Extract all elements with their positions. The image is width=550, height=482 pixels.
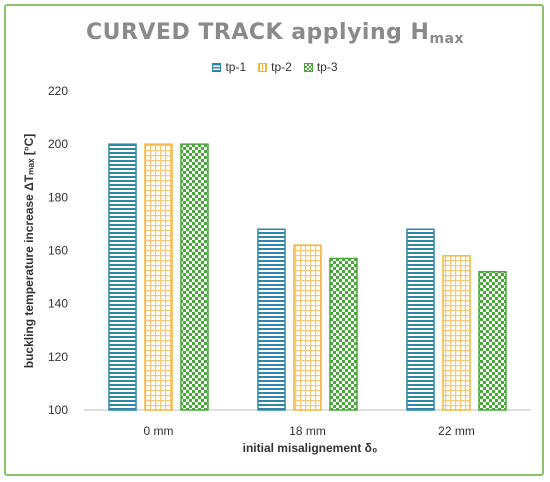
legend-item-tp-2: tp-2 [258,60,292,74]
legend-swatch-tp-3 [303,62,313,72]
legend-swatch-tp-1 [212,62,222,72]
legend: tp-1 tp-2 tp-3 [0,60,550,74]
legend-item-tp-3: tp-3 [303,60,338,74]
chart-title: CURVED TRACK applying Hmax [85,20,465,47]
legend-label-tp-1: tp-1 [225,60,247,74]
legend-label-tp-3: tp-3 [316,60,338,74]
chart-frame [4,4,544,476]
legend-label-tp-2: tp-2 [271,60,292,74]
legend-swatch-tp-2 [258,62,268,72]
legend-item-tp-1: tp-1 [212,60,246,74]
